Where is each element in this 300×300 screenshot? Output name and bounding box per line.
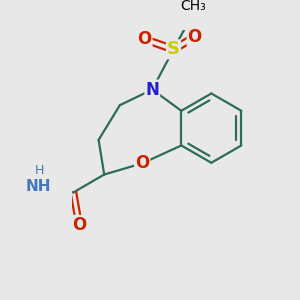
Text: O: O (137, 30, 152, 48)
Text: NH: NH (26, 179, 52, 194)
Text: S: S (167, 40, 180, 58)
Text: H: H (35, 164, 45, 176)
Text: O: O (72, 216, 86, 234)
Text: N: N (145, 81, 159, 99)
Text: O: O (188, 28, 202, 46)
Text: CH₃: CH₃ (180, 0, 206, 13)
Text: O: O (135, 154, 149, 172)
